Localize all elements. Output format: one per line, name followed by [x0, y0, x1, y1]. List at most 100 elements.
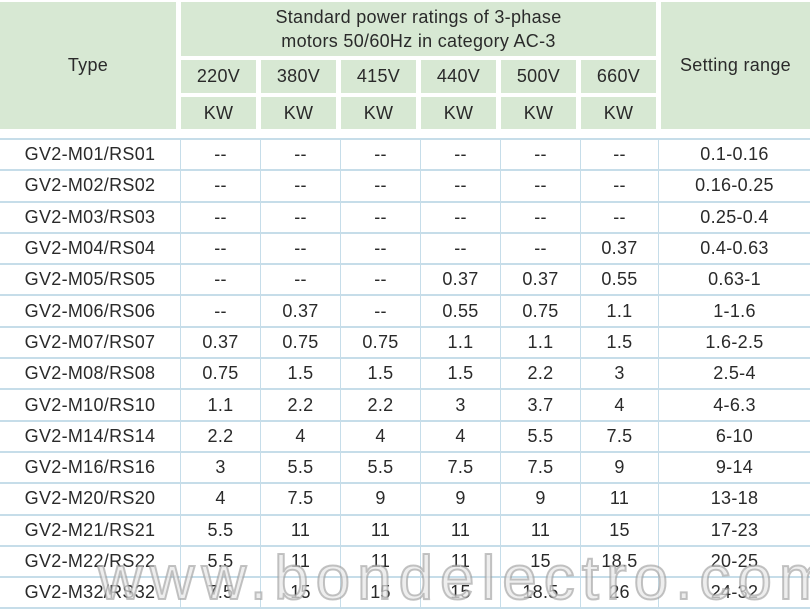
table-body: GV2-M01/RS01 -- -- -- -- -- -- 0.1-0.16 … [0, 138, 810, 610]
kw-value-cell: 9 [500, 484, 580, 514]
setting-range-cell: 9-14 [658, 452, 810, 483]
kw-value-cell: 0.37 [500, 265, 580, 295]
kw-value-cell: -- [260, 233, 340, 264]
kw-value-cell: 5.5 [340, 452, 420, 483]
table-row: GV2-M02/RS02 -- -- -- -- -- -- 0.16-0.25 [0, 171, 810, 203]
table-row: GV2-M32/RS32 7.5 15 15 15 18.5 26 24-32 [0, 578, 810, 610]
power-ratings-group-header: Standard power ratings of 3-phase motors… [181, 2, 656, 56]
kw-value-cell: 15 [260, 578, 340, 608]
kw-value-cell: 4 [260, 421, 340, 451]
setting-range-cell: 0.4-0.63 [658, 233, 810, 264]
kw-value-cell: -- [420, 233, 500, 264]
kw-value-cell: -- [420, 202, 500, 232]
type-cell: GV2-M22/RS22 [24, 551, 156, 571]
kw-value-cell: -- [180, 171, 260, 201]
kw-value-cell: 4 [420, 421, 500, 451]
kw-value-cell: 0.37 [580, 233, 658, 264]
unit-header-kw: KW [501, 97, 576, 129]
table-row: GV2-M04/RS04 -- -- -- -- -- 0.37 0.4-0.6… [0, 233, 810, 266]
kw-value-cell: 0.75 [260, 327, 340, 358]
type-cell: GV2-M03/RS03 [24, 206, 156, 227]
voltage-header-500v: 500V [501, 60, 576, 93]
kw-value-cell: 3 [180, 452, 260, 483]
setting-range-cell: 20-25 [658, 546, 810, 577]
type-cell: GV2-M07/RS07 [24, 331, 156, 352]
kw-value-cell: -- [420, 140, 500, 170]
kw-value-cell: 11 [580, 484, 658, 514]
table-row: GV2-M22/RS22 5.5 11 11 11 15 18.5 20-25 [0, 546, 810, 579]
setting-range-cell: 1-1.6 [658, 296, 810, 326]
voltage-header-220v: 220V [181, 60, 256, 93]
table-row: GV2-M07/RS07 0.37 0.75 0.75 1.1 1.1 1.5 … [0, 327, 810, 360]
kw-value-cell: -- [580, 171, 658, 201]
kw-value-cell: -- [180, 202, 260, 232]
kw-value-cell: 11 [260, 515, 340, 545]
kw-value-cell: 4 [340, 421, 420, 451]
kw-value-cell: 15 [420, 578, 500, 608]
kw-value-cell: 11 [340, 546, 420, 577]
kw-value-cell: 11 [500, 515, 580, 545]
kw-value-cell: -- [260, 265, 340, 295]
kw-value-cell: 2.2 [260, 390, 340, 420]
kw-value-cell: 3 [420, 390, 500, 420]
table-row: GV2-M21/RS21 5.5 11 11 11 11 15 17-23 [0, 515, 810, 547]
kw-value-cell: -- [260, 202, 340, 232]
kw-value-cell: 18.5 [580, 546, 658, 577]
kw-value-cell: -- [260, 140, 340, 170]
kw-value-cell: -- [260, 171, 340, 201]
setting-range-cell: 17-23 [658, 515, 810, 545]
kw-value-cell: 7.5 [180, 578, 260, 608]
kw-value-cell: -- [180, 140, 260, 170]
kw-value-cell: 11 [420, 515, 500, 545]
kw-value-cell: -- [340, 296, 420, 326]
kw-value-cell: 2.2 [180, 421, 260, 451]
kw-value-cell: -- [340, 202, 420, 232]
kw-value-cell: 11 [260, 546, 340, 577]
type-cell: GV2-M01/RS01 [24, 144, 156, 165]
unit-header-kw: KW [341, 97, 416, 129]
type-cell: GV2-M05/RS05 [24, 269, 156, 290]
kw-value-cell: 1.5 [420, 359, 500, 389]
kw-value-cell: -- [340, 171, 420, 201]
kw-value-cell: 1.5 [260, 359, 340, 389]
table-row: GV2-M10/RS10 1.1 2.2 2.2 3 3.7 4 4-6.3 [0, 390, 810, 422]
kw-value-cell: -- [180, 265, 260, 295]
kw-value-cell: 9 [420, 484, 500, 514]
kw-value-cell: 26 [580, 578, 658, 608]
kw-value-cell: 0.37 [420, 265, 500, 295]
kw-value-cell: 2.2 [340, 390, 420, 420]
setting-range-cell: 13-18 [658, 484, 810, 514]
table-row: GV2-M16/RS16 3 5.5 5.5 7.5 7.5 9 9-14 [0, 452, 810, 485]
unit-header-kw: KW [581, 97, 656, 129]
voltage-header-440v: 440V [421, 60, 496, 93]
kw-value-cell: 1.1 [420, 327, 500, 358]
type-cell: GV2-M08/RS08 [24, 363, 156, 384]
kw-value-cell: -- [500, 171, 580, 201]
type-cell: GV2-M10/RS10 [24, 394, 156, 415]
setting-range-cell: 1.6-2.5 [658, 327, 810, 358]
unit-header-kw: KW [421, 97, 496, 129]
kw-value-cell: -- [580, 140, 658, 170]
kw-value-cell: 7.5 [580, 421, 658, 451]
kw-value-cell: 9 [580, 452, 658, 483]
kw-value-cell: 0.75 [180, 359, 260, 389]
kw-value-cell: 1.1 [500, 327, 580, 358]
kw-value-cell: -- [340, 233, 420, 264]
setting-range-cell: 0.16-0.25 [658, 171, 810, 201]
table-row: GV2-M03/RS03 -- -- -- -- -- -- 0.25-0.4 [0, 202, 810, 234]
kw-value-cell: 4 [580, 390, 658, 420]
table-row: GV2-M05/RS05 -- -- -- 0.37 0.37 0.55 0.6… [0, 265, 810, 297]
kw-value-cell: 5.5 [180, 546, 260, 577]
kw-value-cell: 1.5 [340, 359, 420, 389]
kw-value-cell: 4 [180, 484, 260, 514]
kw-value-cell: 0.37 [180, 327, 260, 358]
kw-value-cell: 1.1 [580, 296, 658, 326]
setting-range-cell: 6-10 [658, 421, 810, 451]
setting-range-cell: 0.1-0.16 [658, 140, 810, 170]
kw-value-cell: 5.5 [180, 515, 260, 545]
kw-value-cell: -- [500, 140, 580, 170]
table-row: GV2-M01/RS01 -- -- -- -- -- -- 0.1-0.16 [0, 140, 810, 172]
kw-value-cell: -- [340, 265, 420, 295]
type-cell: GV2-M20/RS20 [24, 488, 156, 509]
